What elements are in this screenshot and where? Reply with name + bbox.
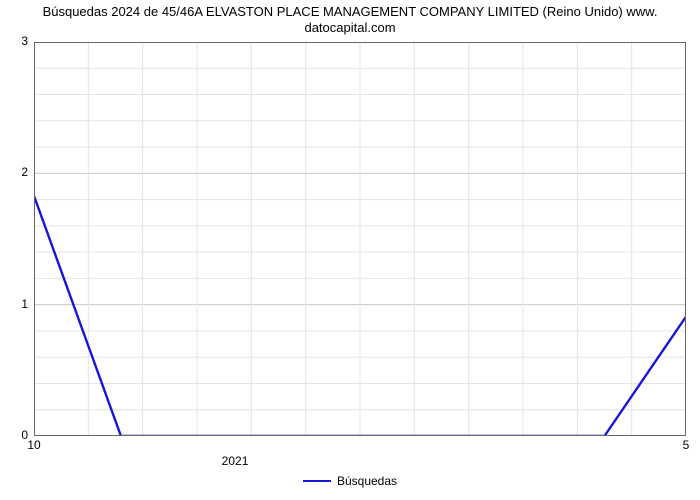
x-sub-label: 2021 bbox=[222, 454, 249, 468]
y-tick-label: 1 bbox=[8, 297, 28, 311]
x-tick-label: 5 bbox=[683, 438, 690, 452]
chart-plot bbox=[34, 42, 686, 436]
chart-container: Búsquedas 2024 de 45/46A ELVASTON PLACE … bbox=[0, 0, 700, 500]
legend-swatch bbox=[303, 480, 331, 482]
y-tick-label: 0 bbox=[8, 428, 28, 442]
legend-label: Búsquedas bbox=[337, 474, 397, 488]
chart-title: Búsquedas 2024 de 45/46A ELVASTON PLACE … bbox=[0, 4, 700, 37]
y-tick-label: 2 bbox=[8, 165, 28, 179]
y-tick-label: 3 bbox=[8, 34, 28, 48]
x-tick-label: 10 bbox=[27, 438, 40, 452]
chart-legend: Búsquedas bbox=[303, 474, 397, 488]
